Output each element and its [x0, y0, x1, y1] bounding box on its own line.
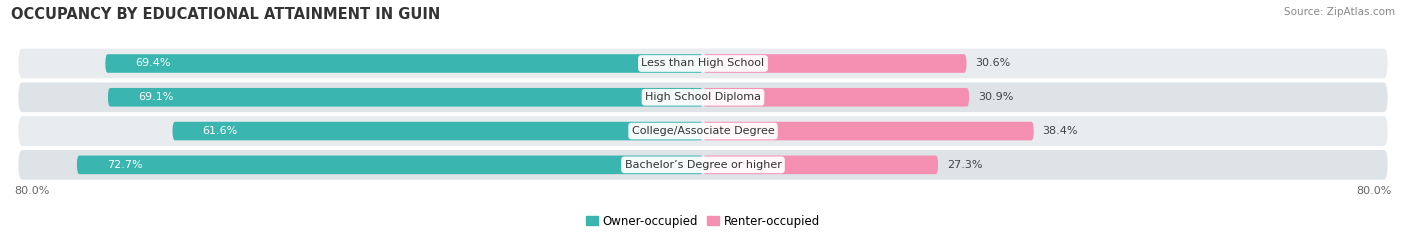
FancyBboxPatch shape — [18, 82, 1388, 112]
Text: 30.6%: 30.6% — [976, 58, 1011, 69]
Text: Bachelor’s Degree or higher: Bachelor’s Degree or higher — [624, 160, 782, 170]
FancyBboxPatch shape — [105, 54, 703, 73]
Text: 80.0%: 80.0% — [1357, 186, 1392, 196]
FancyBboxPatch shape — [703, 54, 966, 73]
Text: 61.6%: 61.6% — [202, 126, 238, 136]
Text: 69.1%: 69.1% — [138, 92, 173, 102]
Text: Source: ZipAtlas.com: Source: ZipAtlas.com — [1284, 7, 1395, 17]
Text: 38.4%: 38.4% — [1042, 126, 1078, 136]
Text: Less than High School: Less than High School — [641, 58, 765, 69]
Text: 30.9%: 30.9% — [977, 92, 1014, 102]
FancyBboxPatch shape — [703, 156, 938, 174]
FancyBboxPatch shape — [703, 88, 969, 106]
FancyBboxPatch shape — [18, 150, 1388, 180]
FancyBboxPatch shape — [77, 156, 703, 174]
Text: 72.7%: 72.7% — [107, 160, 142, 170]
Text: 27.3%: 27.3% — [946, 160, 983, 170]
FancyBboxPatch shape — [18, 116, 1388, 146]
Text: 69.4%: 69.4% — [135, 58, 172, 69]
Text: High School Diploma: High School Diploma — [645, 92, 761, 102]
Legend: Owner-occupied, Renter-occupied: Owner-occupied, Renter-occupied — [581, 210, 825, 233]
FancyBboxPatch shape — [18, 49, 1388, 78]
Text: OCCUPANCY BY EDUCATIONAL ATTAINMENT IN GUIN: OCCUPANCY BY EDUCATIONAL ATTAINMENT IN G… — [11, 7, 440, 22]
FancyBboxPatch shape — [703, 122, 1033, 140]
Text: College/Associate Degree: College/Associate Degree — [631, 126, 775, 136]
Text: 80.0%: 80.0% — [14, 186, 49, 196]
FancyBboxPatch shape — [173, 122, 703, 140]
FancyBboxPatch shape — [108, 88, 703, 106]
